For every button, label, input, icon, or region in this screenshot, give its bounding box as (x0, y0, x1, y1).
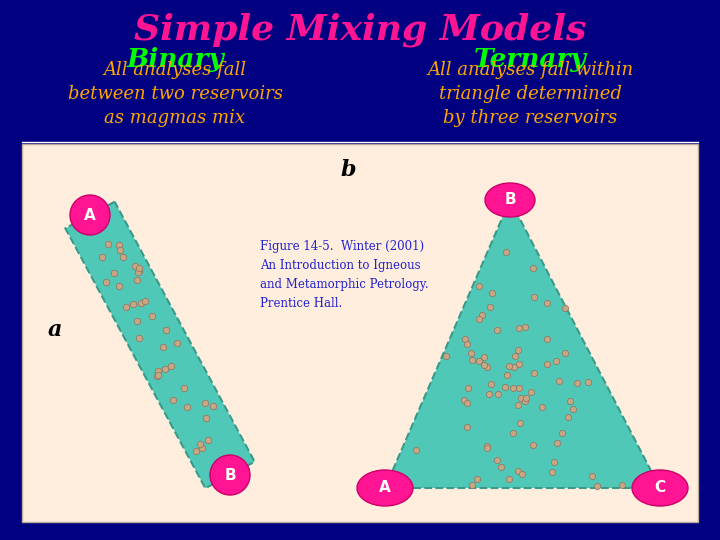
Point (482, 443, 493, 452)
Point (159, 365, 171, 374)
Point (492, 389, 503, 398)
Point (507, 428, 518, 437)
Point (190, 447, 202, 455)
Point (559, 304, 571, 313)
Point (572, 378, 583, 387)
Point (133, 267, 145, 275)
Point (139, 296, 150, 305)
Point (134, 264, 145, 272)
Point (528, 369, 540, 377)
Point (194, 440, 206, 448)
Point (410, 446, 421, 454)
Point (472, 475, 483, 483)
Point (487, 289, 498, 298)
Point (485, 303, 496, 312)
Point (546, 467, 558, 476)
Point (516, 469, 528, 478)
Point (199, 399, 211, 408)
Point (513, 467, 524, 475)
Point (459, 396, 470, 404)
Point (516, 394, 527, 402)
Circle shape (70, 195, 110, 235)
Text: Figure 14-5.  Winter (2001)
An Introduction to Igneous
and Metamorphic Petrology: Figure 14-5. Winter (2001) An Introducti… (260, 240, 428, 310)
Point (477, 311, 488, 320)
Ellipse shape (632, 470, 688, 506)
Text: A: A (379, 481, 391, 496)
Point (132, 268, 143, 276)
Point (519, 323, 531, 332)
Point (102, 240, 114, 249)
Point (168, 396, 179, 404)
FancyBboxPatch shape (22, 144, 698, 522)
Text: Simple Mixing Models: Simple Mixing Models (134, 13, 586, 47)
Point (541, 299, 553, 308)
Point (467, 356, 478, 364)
Point (462, 384, 474, 393)
Ellipse shape (485, 183, 535, 217)
Circle shape (210, 455, 250, 495)
Point (586, 472, 598, 481)
Point (528, 293, 540, 302)
Text: b: b (341, 159, 356, 181)
Point (582, 378, 594, 387)
Point (513, 384, 524, 393)
Point (548, 457, 559, 466)
Point (179, 383, 190, 392)
Point (146, 311, 158, 320)
Text: Ternary: Ternary (474, 48, 586, 72)
Polygon shape (66, 202, 255, 488)
Point (499, 383, 510, 391)
Point (203, 435, 215, 444)
Text: All analyses fall within
triangle determined
by three reservoirs: All analyses fall within triangle determ… (427, 60, 633, 127)
Point (492, 456, 503, 464)
Point (153, 366, 164, 375)
Point (151, 372, 163, 381)
Text: Binary: Binary (126, 48, 224, 72)
Point (509, 352, 521, 360)
Point (474, 356, 485, 365)
Point (181, 403, 193, 411)
Point (528, 264, 539, 273)
Point (519, 396, 531, 405)
Point (513, 400, 524, 409)
Point (554, 377, 565, 386)
Point (440, 351, 451, 360)
Point (165, 361, 176, 370)
Point (478, 361, 490, 369)
Point (132, 334, 144, 342)
Point (485, 380, 497, 389)
Point (127, 300, 139, 308)
Point (461, 340, 472, 349)
Point (508, 363, 520, 372)
Point (525, 388, 536, 396)
Point (100, 278, 112, 286)
Point (556, 428, 567, 437)
Point (567, 405, 579, 414)
Point (113, 282, 125, 291)
Point (502, 371, 513, 380)
Point (541, 360, 553, 368)
Polygon shape (385, 200, 660, 488)
Point (500, 248, 512, 256)
Point (482, 442, 493, 450)
Point (559, 349, 571, 357)
Point (121, 303, 132, 312)
Text: C: C (654, 481, 665, 496)
Point (152, 371, 163, 380)
Point (562, 413, 574, 422)
Point (473, 315, 485, 324)
Point (483, 389, 495, 398)
Point (507, 383, 518, 392)
Point (459, 335, 471, 343)
Point (197, 444, 208, 453)
Point (503, 361, 515, 370)
Point (96, 253, 108, 262)
Point (135, 298, 147, 307)
Point (616, 480, 628, 489)
Point (514, 419, 526, 428)
Point (591, 482, 603, 490)
Point (132, 317, 143, 326)
Point (108, 269, 120, 278)
Point (513, 324, 525, 333)
Point (503, 475, 515, 483)
